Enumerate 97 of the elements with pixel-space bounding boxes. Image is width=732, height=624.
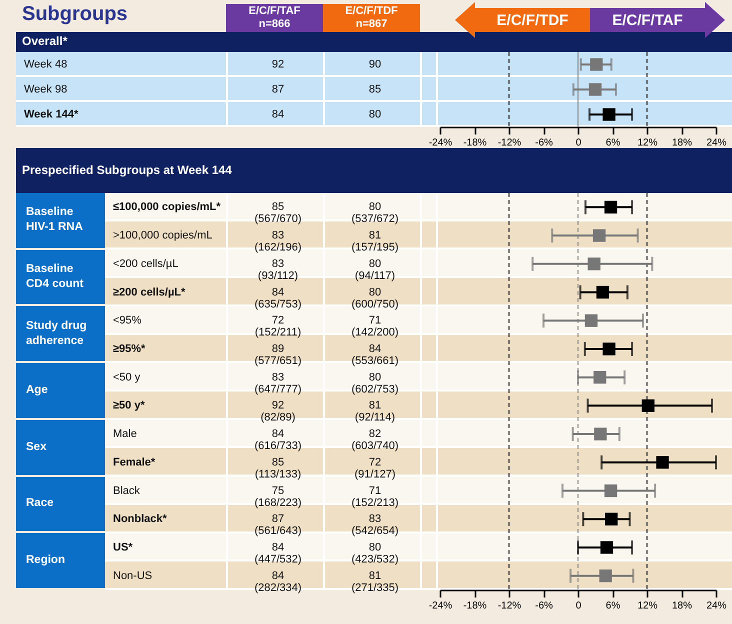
- data-label: 83 (647/777): [254, 371, 302, 396]
- point: [592, 229, 606, 242]
- category-label: Female*: [113, 456, 156, 468]
- text: Baseline HIV-1 RNA: [16, 193, 105, 248]
- point: [596, 286, 610, 299]
- category-label: Nonblack*: [113, 513, 168, 526]
- x-tick-label: -12%: [498, 138, 522, 148]
- data-label: 80 (537/672): [351, 201, 399, 226]
- text: Baseline CD4 count: [16, 250, 105, 304]
- data-label: 84 (282/334): [254, 570, 302, 594]
- category-label: US*: [113, 541, 134, 554]
- point: [604, 484, 618, 498]
- x-tick-label: 24%: [706, 600, 727, 612]
- text: E/C/F/TAF: [611, 10, 684, 30]
- category-label: Week 48: [24, 58, 68, 70]
- category-label: <200 cells/µL: [113, 258, 178, 270]
- data-label: 81 (92/114): [354, 400, 396, 424]
- category-label: <95%: [113, 314, 142, 327]
- data-label: 75 (168/223): [254, 484, 302, 509]
- data-label: 84 (616/733): [254, 428, 302, 452]
- data-label: 90: [368, 58, 382, 70]
- point: [588, 258, 600, 270]
- data-label: 87: [272, 84, 284, 96]
- category-label: Black: [113, 484, 140, 497]
- x-tick-label: 6%: [606, 138, 620, 148]
- data-label: 80 (600/750): [351, 286, 399, 310]
- x-tick-label: 12%: [637, 138, 658, 148]
- category-label: ≥50 y*: [113, 400, 146, 412]
- point: [605, 512, 618, 526]
- data-label: 81 (157/195): [351, 230, 399, 254]
- x-tick-label: 12%: [637, 600, 658, 612]
- text: Sex: [16, 420, 105, 475]
- x-tick-label: -18%: [463, 600, 487, 612]
- category-label: <50 y: [113, 371, 141, 384]
- data-label: 80 (94/117): [354, 258, 396, 282]
- category-label: Male: [113, 428, 137, 440]
- data-label: 82 (603/740): [351, 428, 399, 452]
- text: Study drug adherence: [16, 306, 105, 362]
- category-label: ≤100,000 copies/mL*: [113, 201, 222, 214]
- point: [642, 399, 654, 412]
- data-label: 84 (553/661): [351, 342, 399, 367]
- category-label: Week 98: [24, 84, 68, 96]
- text: Race: [16, 476, 105, 532]
- data-label: 89 (577/651): [254, 342, 302, 367]
- point: [600, 541, 614, 554]
- x-tick-label: -6%: [535, 138, 553, 148]
- data-label: 85: [368, 84, 382, 96]
- point: [599, 569, 612, 582]
- x-tick-label: 18%: [672, 600, 692, 612]
- point: [594, 428, 607, 440]
- data-label: 92 (82/89): [260, 400, 296, 424]
- data-label: 71 (152/213): [351, 484, 399, 509]
- data-label: 83 (162/196): [254, 230, 302, 254]
- text: Age: [16, 363, 105, 418]
- data-label: 85 (113/133): [254, 456, 302, 480]
- text: E/C/F/TDF: [496, 10, 570, 30]
- data-label: 80: [368, 108, 382, 120]
- category-label: ≥95%*: [113, 342, 146, 355]
- x-tick-label: -24%: [428, 138, 452, 148]
- point: [602, 342, 616, 356]
- data-label: 92: [272, 58, 284, 70]
- x-tick-label: -24%: [428, 600, 452, 612]
- data-label: 71 (142/200): [351, 314, 399, 339]
- x-tick-label: 0: [576, 138, 582, 148]
- text: Subgroups: [22, 3, 128, 25]
- data-label: 72 (91/127): [354, 456, 396, 480]
- data-label: 87 (561/643): [254, 513, 302, 538]
- text: Prespecified Subgroups at Week 144: [22, 163, 232, 177]
- data-label: 80 (423/532): [351, 541, 399, 566]
- data-label: 83 (93/112): [258, 258, 298, 282]
- text: E/C/F/TDF n=867: [323, 4, 420, 32]
- point: [584, 314, 598, 327]
- x-tick-label: -12%: [498, 600, 522, 612]
- text: E/C/F/TAF n=866: [226, 4, 323, 32]
- data-label: 84: [272, 108, 284, 120]
- category-label: >100,000 copies/mL: [113, 230, 212, 242]
- data-label: 83 (542/654): [351, 513, 399, 538]
- text: Overall*: [22, 34, 68, 48]
- point: [656, 456, 669, 469]
- x-tick-label: -6%: [535, 600, 553, 612]
- category-label: Week 144*: [24, 108, 79, 120]
- data-label: 84 (635/753): [254, 286, 302, 310]
- text: Region: [16, 533, 105, 588]
- category-label: Non-US: [113, 570, 152, 582]
- point: [594, 370, 606, 384]
- x-tick-label: 18%: [672, 138, 692, 148]
- x-tick-label: 0: [576, 600, 582, 612]
- x-tick-label: 24%: [706, 138, 727, 148]
- category-label: ≥200 cells/µL*: [113, 286, 186, 298]
- point: [604, 200, 618, 214]
- data-label: 81 (271/335): [351, 570, 399, 594]
- data-label: 84 (447/532): [254, 541, 302, 566]
- x-tick-label: -18%: [463, 138, 487, 148]
- data-label: 85 (567/670): [254, 201, 302, 226]
- data-label: 72 (152/211): [254, 314, 302, 339]
- data-label: 80 (602/753): [351, 371, 399, 396]
- x-tick-label: 6%: [606, 600, 620, 612]
